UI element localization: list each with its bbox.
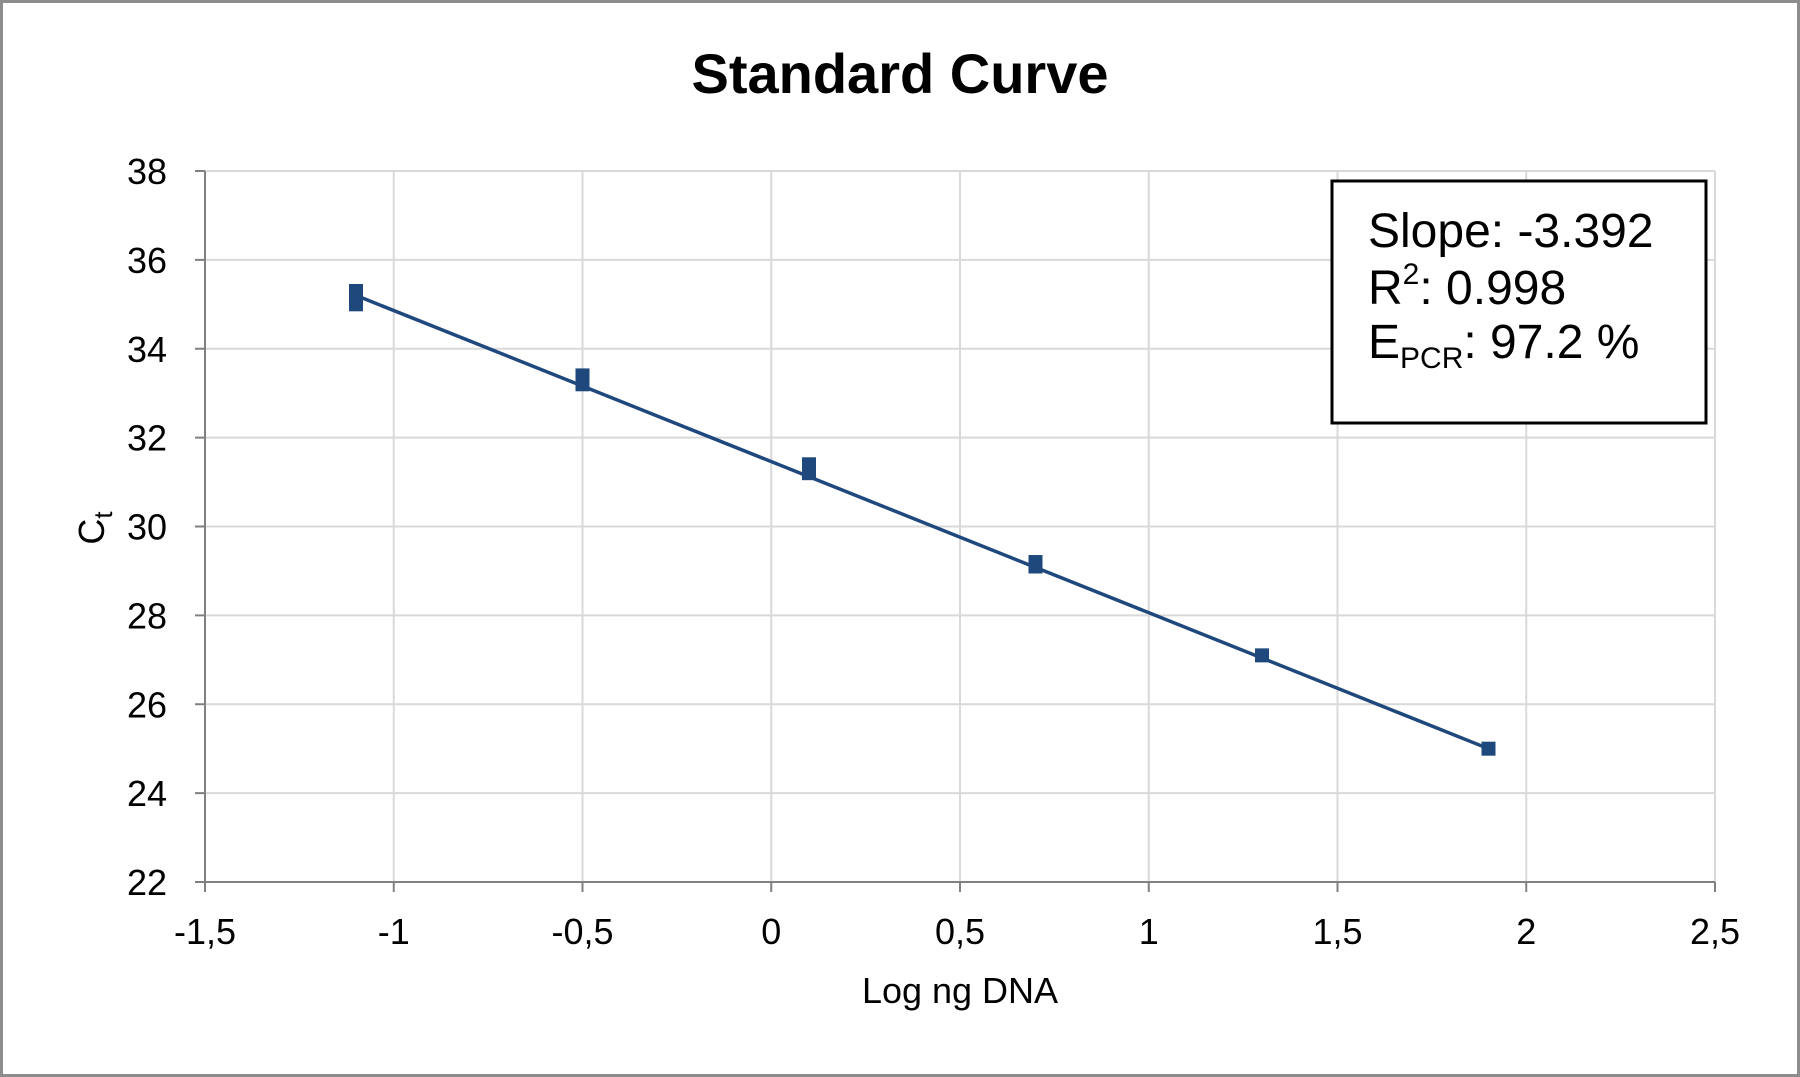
y-tick-label: 36 [127, 240, 167, 281]
y-axis-label-sub: t [88, 511, 118, 519]
r2-text: R2: 0.998 [1368, 258, 1566, 315]
x-tick-label: 2,5 [1690, 911, 1740, 952]
y-axis-label-main: C [71, 519, 112, 545]
data-point [349, 297, 363, 312]
y-tick-label: 38 [127, 151, 167, 192]
epcr-text: EPCR: 97.2 % [1368, 316, 1639, 375]
data-point [1255, 648, 1269, 663]
r2-superscript: 2 [1403, 258, 1420, 291]
y-tick-label: 26 [127, 684, 167, 725]
x-tick-label: -1 [378, 911, 410, 952]
axes [195, 170, 1716, 892]
y-tick-label: 22 [127, 862, 167, 903]
r2-prefix: R [1368, 262, 1403, 315]
data-point [802, 466, 816, 481]
y-tick-labels: 22 24 26 28 30 32 34 36 38 [127, 151, 167, 903]
data-point [575, 377, 590, 392]
annotation-box: Slope: -3.392 R2: 0.998 EPCR: 97.2 % [1330, 179, 1708, 425]
data-point [349, 283, 363, 298]
x-tick-label: -1,5 [174, 911, 236, 952]
y-tick-label: 28 [127, 595, 167, 636]
epcr-subscript: PCR [1400, 342, 1463, 375]
x-axis-label: Log ng DNA [862, 970, 1058, 1011]
data-series [349, 283, 1496, 756]
x-tick-label: 1 [1139, 911, 1159, 952]
x-tick-label: 2 [1516, 911, 1536, 952]
x-tick-label: 1,5 [1312, 911, 1362, 952]
x-tick-label: -0,5 [551, 911, 613, 952]
slope-text: Slope: -3.392 [1368, 205, 1654, 258]
y-tick-label: 34 [127, 329, 167, 370]
epcr-prefix: E [1368, 316, 1400, 369]
x-tick-label: 0 [761, 911, 781, 952]
y-tick-label: 24 [127, 773, 167, 814]
data-point [1481, 741, 1496, 756]
chart-title: Standard Curve [692, 42, 1109, 105]
x-tick-labels: -1,5 -1 -0,5 0 0,5 1 1,5 2 2,5 [174, 911, 1740, 952]
data-point [1028, 559, 1043, 574]
r2-value: : 0.998 [1419, 262, 1566, 315]
trend-line [355, 293, 1490, 751]
y-tick-label: 30 [127, 507, 167, 548]
x-tick-label: 0,5 [935, 911, 985, 952]
y-axis-label: Ct [71, 511, 118, 545]
annotation-border [1330, 179, 1708, 425]
y-tick-label: 32 [127, 418, 167, 459]
epcr-value: : 97.2 % [1463, 316, 1639, 369]
